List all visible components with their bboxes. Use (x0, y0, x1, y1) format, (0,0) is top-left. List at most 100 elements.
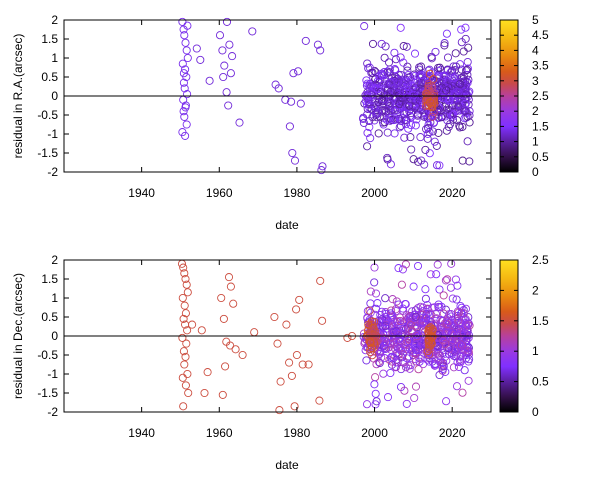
data-point (433, 349, 442, 358)
data-point (391, 363, 400, 372)
data-point (428, 303, 437, 312)
data-point (382, 344, 391, 353)
data-point (381, 294, 390, 303)
data-point (250, 328, 259, 337)
data-point (461, 319, 470, 328)
data-point (392, 110, 401, 119)
x-tick-label: 2000 (361, 186, 388, 200)
data-point (461, 345, 470, 354)
data-point (183, 369, 192, 379)
data-point (424, 84, 433, 93)
y-tick-label: 1.5 (41, 32, 58, 46)
data-point (439, 337, 448, 346)
data-point (401, 260, 410, 269)
data-point (285, 358, 294, 367)
data-point (391, 94, 400, 103)
data-point (318, 316, 327, 325)
data-point (390, 105, 399, 115)
data-point (415, 63, 424, 72)
data-point (459, 47, 468, 56)
data-point (377, 353, 386, 362)
data-point (454, 308, 463, 317)
data-point (448, 336, 457, 345)
data-point (411, 382, 421, 391)
data-point (178, 293, 187, 303)
data-point (229, 299, 238, 308)
data-point (192, 44, 201, 53)
data-point (431, 310, 441, 319)
data-point (368, 39, 378, 48)
data-point (439, 358, 448, 367)
data-point (363, 59, 372, 68)
data-point (365, 123, 374, 132)
data-point (375, 72, 384, 81)
data-point (276, 377, 285, 386)
data-point (414, 365, 423, 374)
data-point (222, 88, 231, 97)
data-point (205, 76, 214, 85)
x-tick-label: 1940 (128, 186, 155, 200)
data-point (413, 110, 422, 119)
colorbar-tick-label: 2.5 (532, 89, 549, 103)
data-point (406, 121, 416, 130)
data-point (420, 110, 429, 120)
y-tick-label: 0 (51, 329, 58, 343)
data-point (181, 131, 190, 140)
data-point (181, 309, 190, 318)
y-tick-label: 0.5 (41, 70, 58, 84)
data-point (442, 29, 451, 38)
data-point (434, 353, 443, 362)
y-tick-label: -0.5 (37, 348, 58, 362)
data-point (423, 305, 432, 314)
data-point (418, 320, 427, 329)
data-point (377, 307, 386, 316)
data-point (441, 339, 450, 348)
colorbar-tick-label: 1 (532, 344, 539, 358)
data-point (450, 74, 459, 83)
data-point (441, 276, 450, 285)
data-point (224, 273, 234, 282)
data-point (442, 317, 451, 326)
data-point (391, 55, 401, 64)
data-point (313, 40, 322, 49)
data-point (444, 122, 453, 131)
data-point (435, 63, 444, 72)
data-point (183, 53, 192, 63)
data-point (440, 86, 449, 95)
data-point (417, 156, 426, 165)
data-point (294, 67, 303, 76)
data-point (366, 299, 375, 308)
colorbar-tick-label: 0.5 (532, 375, 549, 389)
data-point (404, 336, 413, 346)
colorbar-tick-label: 2 (532, 283, 539, 297)
data-point (438, 364, 448, 373)
x-tick-label: 1980 (284, 426, 311, 440)
data-point (298, 360, 307, 369)
data-point (231, 345, 240, 354)
data-point (400, 133, 409, 142)
data-point (182, 120, 191, 129)
data-point (370, 346, 379, 356)
data-point (465, 157, 474, 166)
data-point (421, 285, 430, 294)
data-point (456, 355, 465, 364)
data-point (317, 166, 326, 175)
data-point (425, 354, 434, 363)
data-point (316, 276, 325, 285)
data-point (387, 312, 396, 321)
data-point (439, 309, 448, 318)
data-point (386, 368, 395, 378)
data-point (217, 293, 226, 303)
data-point (386, 99, 395, 108)
data-point (376, 317, 385, 326)
data-point (179, 69, 188, 78)
data-point (434, 128, 443, 137)
data-point (238, 350, 247, 360)
data-point (289, 69, 298, 78)
data-point (434, 300, 443, 309)
data-point (179, 263, 188, 272)
y-tick-label: -1.5 (37, 146, 58, 160)
data-point (200, 388, 209, 398)
data-point (371, 400, 380, 409)
